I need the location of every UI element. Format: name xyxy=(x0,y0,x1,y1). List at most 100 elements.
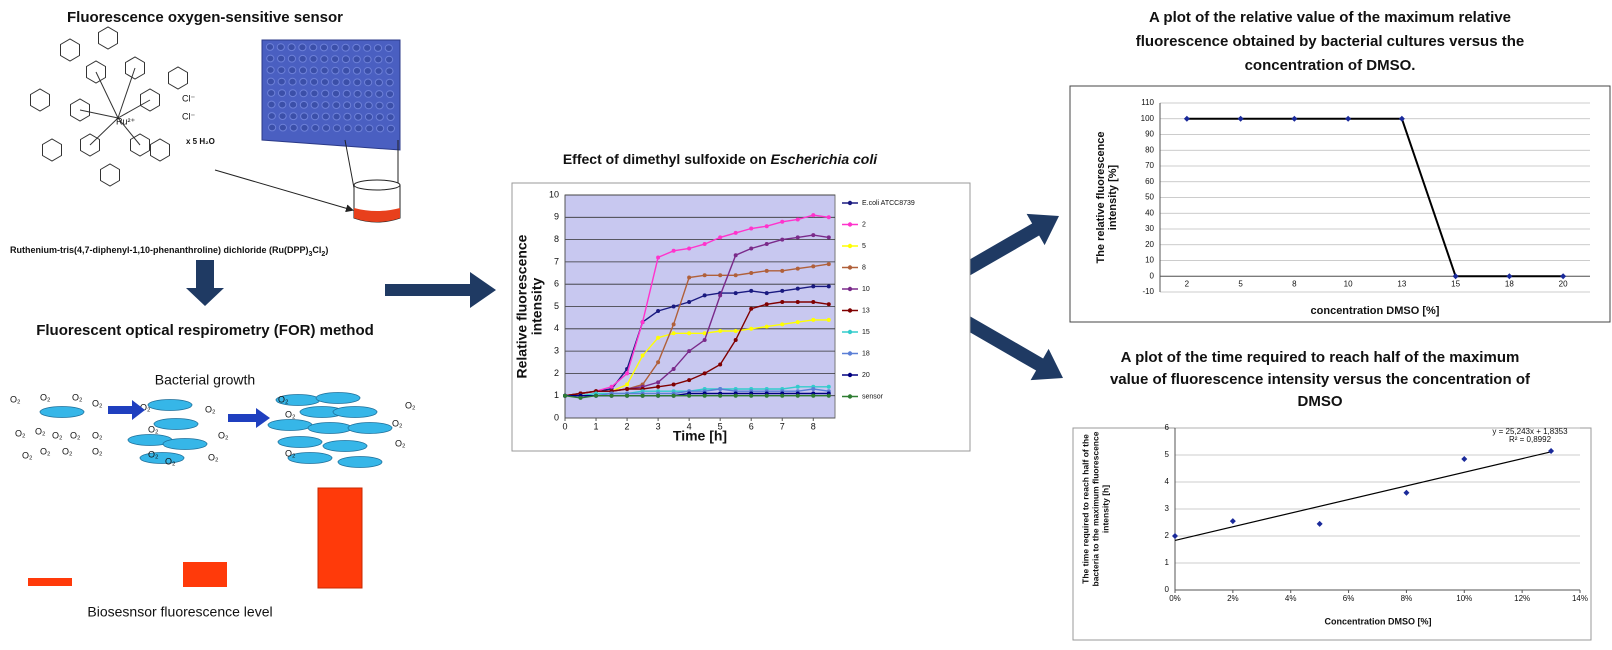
y-axis-label: intensity xyxy=(529,278,545,336)
point xyxy=(703,338,707,342)
well xyxy=(266,44,273,51)
oxygen-label: O₂ xyxy=(10,394,21,404)
well xyxy=(311,113,318,120)
chart-title: concentration of DMSO. xyxy=(1245,57,1416,74)
well xyxy=(386,68,393,75)
well xyxy=(355,113,362,120)
well xyxy=(301,124,308,131)
chart-title: A plot of the time required to reach hal… xyxy=(1121,349,1520,366)
legend-marker xyxy=(848,244,852,248)
y-tick-label: 100 xyxy=(1141,114,1155,123)
y-tick-label: 60 xyxy=(1145,177,1154,186)
point xyxy=(827,262,831,266)
point xyxy=(780,220,784,224)
point xyxy=(749,394,753,398)
point xyxy=(610,394,614,398)
chart-title-part: Effect of dimethyl sulfoxide on xyxy=(563,151,771,167)
legend-marker xyxy=(848,394,852,398)
well xyxy=(387,102,394,109)
oxygen-label: O₂ xyxy=(40,392,51,402)
point xyxy=(625,383,629,387)
y-axis-label: bacteria to the maximum fluorescence xyxy=(1090,431,1100,586)
point xyxy=(780,238,784,242)
y-tick-label: 90 xyxy=(1145,130,1154,139)
oxygen-label: O₂ xyxy=(148,449,159,459)
point xyxy=(780,322,784,326)
well xyxy=(310,67,317,74)
well xyxy=(310,56,317,63)
well xyxy=(344,113,351,120)
bacterium xyxy=(40,407,84,418)
well xyxy=(269,124,276,131)
legend-label: 2 xyxy=(862,221,866,228)
well xyxy=(299,55,306,62)
well xyxy=(279,124,286,131)
point xyxy=(796,218,800,222)
point xyxy=(672,322,676,326)
point xyxy=(656,385,660,389)
well xyxy=(353,56,360,63)
oxygen-label: O₂ xyxy=(395,438,406,448)
y-tick-label: 0 xyxy=(1165,585,1170,594)
well xyxy=(364,45,371,52)
bacteria: O₂O₂O₂O₂O₂O₂O₂O₂O₂O₂O₂O₂O₂O₂O₂O₂O₂O₂O₂O₂… xyxy=(10,392,416,467)
well xyxy=(343,90,350,97)
y-tick-label: 110 xyxy=(1141,98,1154,107)
legend-label: E.coli ATCC8739 xyxy=(862,200,915,207)
legend-marker xyxy=(848,373,852,377)
y-axis-label: Relative fluorescence xyxy=(514,234,530,378)
chart-frame xyxy=(1073,428,1591,640)
legend-label: 8 xyxy=(862,264,866,271)
point xyxy=(641,394,645,398)
point xyxy=(780,269,784,273)
y-tick-label: -10 xyxy=(1142,287,1154,296)
ru-label: Ru²⁺ xyxy=(116,116,136,126)
point xyxy=(811,318,815,322)
point xyxy=(811,284,815,288)
well xyxy=(365,79,372,86)
point xyxy=(749,307,753,311)
point xyxy=(827,385,831,389)
oxygen-label: O₂ xyxy=(285,409,296,419)
point xyxy=(811,394,815,398)
bond xyxy=(80,110,118,118)
annotation: R² = 0,8992 xyxy=(1509,435,1552,444)
x-tick-label: 15 xyxy=(1451,279,1460,288)
point xyxy=(672,367,676,371)
well xyxy=(278,78,285,85)
well xyxy=(332,90,339,97)
legend-label: 5 xyxy=(862,243,866,250)
y-tick-label: 2 xyxy=(554,368,559,378)
oxygen-label: O₂ xyxy=(92,430,103,440)
well xyxy=(342,44,349,51)
bacterium xyxy=(163,439,207,450)
point xyxy=(811,213,815,217)
y-tick-label: 8 xyxy=(554,234,559,244)
point xyxy=(734,338,738,342)
y-tick-label: 1 xyxy=(1165,558,1170,567)
y-tick-label: 2 xyxy=(1165,531,1170,540)
x-tick-label: 14% xyxy=(1572,594,1588,603)
point xyxy=(656,336,660,340)
point xyxy=(563,394,567,398)
point xyxy=(718,235,722,239)
y-tick-label: 4 xyxy=(554,323,559,333)
level-label: Biosesnsor fluorescence level xyxy=(87,604,272,620)
oxygen-label: O₂ xyxy=(15,428,26,438)
y-tick-label: 40 xyxy=(1145,208,1154,217)
well xyxy=(300,78,307,85)
level-bar xyxy=(318,488,362,588)
chloride: Cl⁻ xyxy=(182,111,195,121)
ring xyxy=(169,67,188,89)
point xyxy=(687,394,691,398)
point xyxy=(703,371,707,375)
point xyxy=(749,247,753,251)
bond xyxy=(90,118,118,145)
oxygen-label: O₂ xyxy=(92,398,103,408)
well xyxy=(387,114,394,121)
well xyxy=(267,67,274,74)
y-tick-label: 5 xyxy=(554,301,559,311)
y-axis-label: intensity [h] xyxy=(1100,485,1110,533)
callout-line xyxy=(345,140,354,188)
y-tick-label: 80 xyxy=(1145,145,1154,154)
